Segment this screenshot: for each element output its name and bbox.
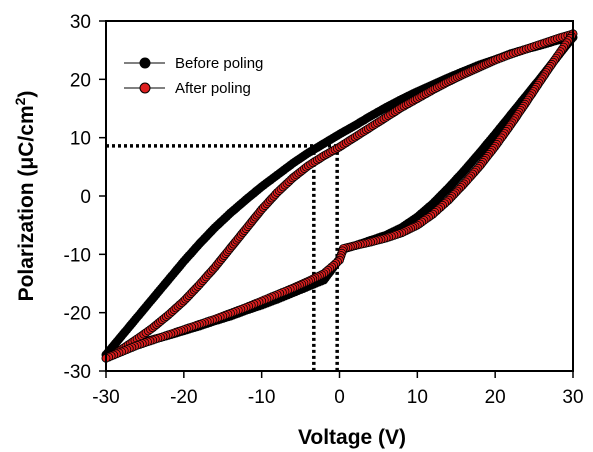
y-tick-label: -30 [64, 362, 91, 383]
y-tick-label: 0 [80, 187, 91, 208]
y-axis-title: Polarization (μC/cm2) [12, 91, 38, 302]
legend: Before poling After poling [124, 55, 263, 97]
legend-marker-before-poling [139, 57, 151, 69]
x-tick-label: 0 [334, 387, 345, 408]
y-tick-label: 30 [70, 12, 91, 33]
y-tick-label: 20 [70, 70, 91, 91]
y-tick-label: -10 [64, 245, 91, 266]
legend-label-after-poling: After poling [175, 80, 251, 97]
y-tick-label: 10 [70, 129, 91, 150]
legend-marker-after-poling [139, 82, 151, 94]
x-tick-label: -20 [170, 387, 197, 408]
plot-frame [105, 20, 574, 372]
x-tick-label: 30 [562, 387, 583, 408]
x-tick-label: -10 [248, 387, 275, 408]
y-tick-label: -20 [64, 304, 91, 325]
legend-label-before-poling: Before poling [175, 55, 263, 72]
legend-item-after-poling: After poling [124, 80, 251, 97]
x-axis-title: Voltage (V) [298, 426, 406, 449]
legend-item-before-poling: Before poling [124, 55, 263, 72]
series-after-poling [101, 29, 578, 363]
x-tick-label: 20 [485, 387, 506, 408]
x-tick-label: -30 [92, 387, 119, 408]
x-tick-label: 10 [407, 387, 428, 408]
